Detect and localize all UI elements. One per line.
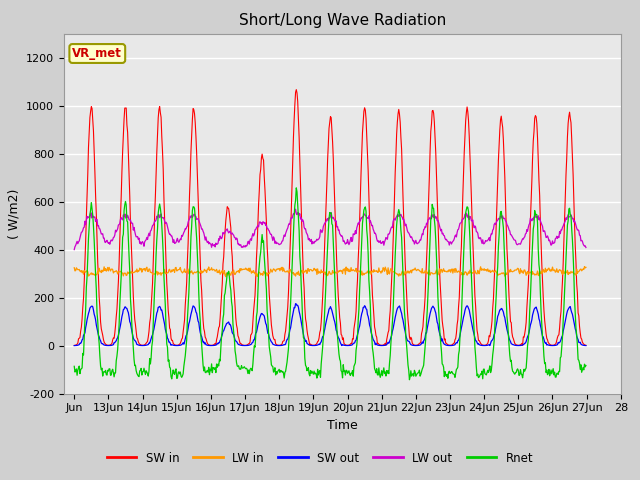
SW in (292, 87, 300, 93)
LW in (408, 270, 415, 276)
Rnet (211, 365, 219, 371)
SW out (582, 343, 590, 348)
LW in (582, 264, 590, 270)
SW in (408, 336, 415, 342)
SW in (79, 296, 87, 301)
SW in (582, 342, 590, 348)
Rnet (582, 362, 590, 368)
LW out (292, 206, 300, 212)
LW out (79, 225, 87, 230)
SW in (184, 240, 192, 246)
SW out (394, 306, 401, 312)
LW in (79, 271, 87, 277)
LW in (70, 265, 78, 271)
Line: SW in: SW in (74, 90, 586, 346)
LW out (184, 219, 192, 225)
LW out (132, 234, 140, 240)
LW in (184, 266, 192, 272)
SW out (70, 343, 78, 348)
SW out (338, 343, 346, 348)
Rnet (184, 304, 192, 310)
SW out (184, 326, 192, 332)
LW out (393, 214, 401, 219)
SW out (292, 301, 300, 307)
LW in (222, 274, 230, 279)
LW in (132, 269, 140, 275)
Rnet (408, 372, 416, 378)
LW out (408, 234, 415, 240)
Rnet (292, 185, 300, 191)
Rnet (406, 377, 413, 383)
SW in (132, 329, 140, 335)
Rnet (79, 352, 87, 358)
Text: VR_met: VR_met (72, 47, 122, 60)
SW in (393, 131, 401, 137)
SW in (211, 340, 219, 346)
Title: Short/Long Wave Radiation: Short/Long Wave Radiation (239, 13, 446, 28)
LW in (393, 271, 401, 276)
Rnet (132, 368, 140, 373)
SW out (408, 342, 416, 348)
Line: Rnet: Rnet (74, 188, 586, 380)
Line: SW out: SW out (74, 304, 586, 346)
Rnet (393, 222, 401, 228)
LW out (211, 244, 219, 250)
SW out (132, 339, 140, 345)
SW in (70, 343, 78, 348)
LW in (580, 264, 588, 269)
Legend: SW in, LW in, SW out, LW out, Rnet: SW in, LW in, SW out, LW out, Rnet (102, 447, 538, 469)
LW in (211, 268, 219, 274)
Line: LW out: LW out (74, 209, 586, 250)
LW out (582, 245, 590, 251)
LW out (70, 247, 78, 252)
SW out (79, 333, 87, 338)
X-axis label: Time: Time (327, 419, 358, 432)
Line: LW in: LW in (74, 266, 586, 276)
Y-axis label: ( W/m2): ( W/m2) (8, 189, 20, 239)
Rnet (70, 363, 78, 369)
SW out (211, 342, 219, 348)
